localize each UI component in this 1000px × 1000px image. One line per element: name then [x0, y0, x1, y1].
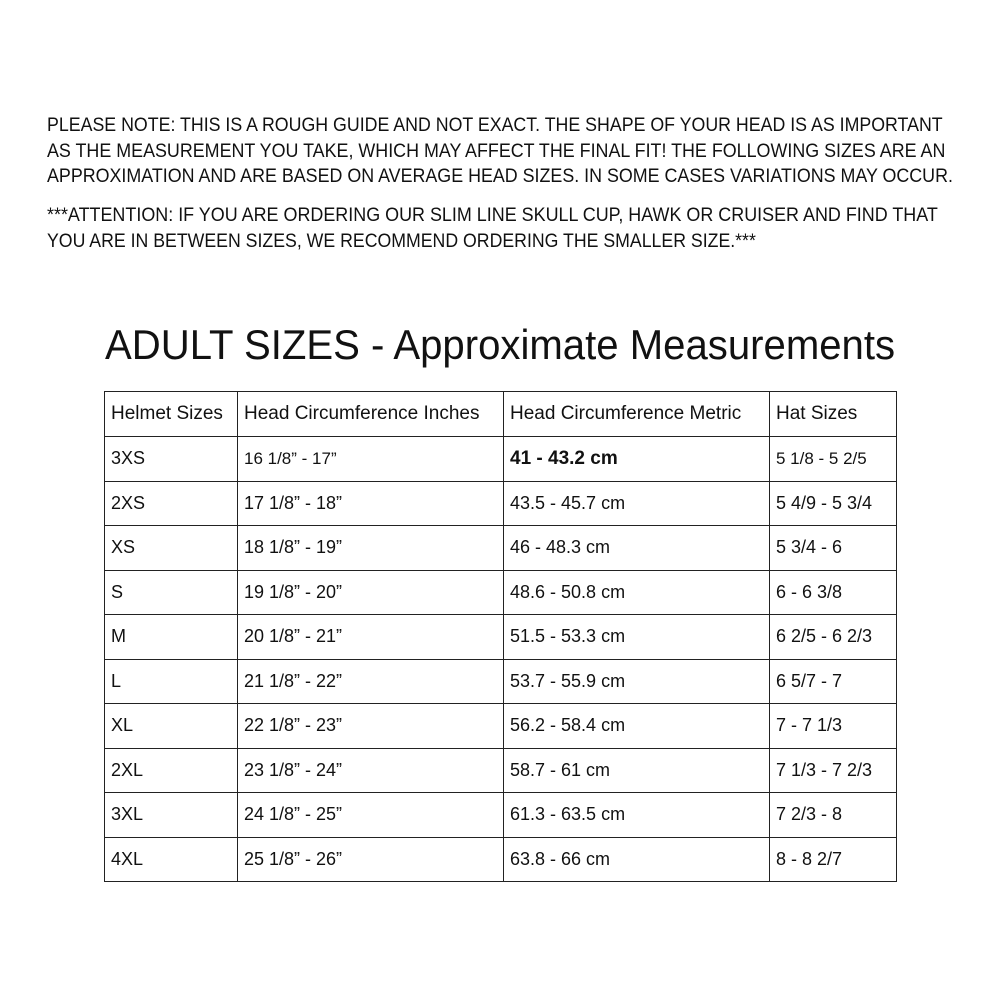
- metric-cell: 56.2 - 58.4 cm: [503, 703, 770, 749]
- metric-cell: 46 - 48.3 cm: [503, 525, 770, 571]
- metric-cell: 51.5 - 53.3 cm: [503, 614, 770, 660]
- table-row: 2XL 23 1/8” - 24” 58.7 - 61 cm 7 1/3 - 7 2/…: [104, 747, 897, 793]
- hat-size-cell: 6 - 6 3/8: [769, 569, 897, 615]
- hat-size-cell: 6 2/5 - 6 2/3: [769, 614, 897, 660]
- metric-cell: 63.8 - 66 cm: [503, 836, 770, 882]
- helmet-size-cell: XS: [104, 525, 238, 571]
- inches-cell: 18 1/8” - 19”: [237, 525, 504, 571]
- helmet-size-cell: L: [104, 658, 238, 704]
- metric-cell: 43.5 - 45.7 cm: [503, 480, 770, 526]
- table-header-row: Helmet Sizes Head Circumference Inches H…: [104, 391, 897, 437]
- helmet-size-cell: XL: [104, 703, 238, 749]
- column-header: Hat Sizes: [769, 391, 897, 437]
- hat-size-cell: 7 2/3 - 8: [769, 792, 897, 838]
- table-row: 3XL 24 1/8” - 25” 61.3 - 63.5 cm 7 2/3 - 8: [104, 792, 897, 838]
- column-header: Head Circumference Metric: [503, 391, 770, 437]
- metric-cell: 48.6 - 50.8 cm: [503, 569, 770, 615]
- inches-cell: 25 1/8” - 26”: [237, 836, 504, 882]
- hat-size-cell: 5 4/9 - 5 3/4: [769, 480, 897, 526]
- hat-size-cell: 5 1/8 - 5 2/5: [769, 436, 897, 482]
- hat-size-cell: 5 3/4 - 6: [769, 525, 897, 571]
- table-row: XS 18 1/8” - 19” 46 - 48.3 cm 5 3/4 - 6: [104, 525, 897, 571]
- inches-cell: 16 1/8” - 17”: [237, 436, 504, 482]
- table-row: 4XL 25 1/8” - 26” 63.8 - 66 cm 8 - 8 2/7: [104, 836, 897, 882]
- inches-cell: 19 1/8” - 20”: [237, 569, 504, 615]
- metric-cell: 61.3 - 63.5 cm: [503, 792, 770, 838]
- table-row: 2XS 17 1/8” - 18” 43.5 - 45.7 cm 5 4/9 - 5 …: [104, 480, 897, 526]
- table-row: XL 22 1/8” - 23” 56.2 - 58.4 cm 7 - 7 1/3: [104, 703, 897, 749]
- table-row: 3XS 16 1/8” - 17” 41 - 43.2 cm 5 1/8 - 5 2/…: [104, 436, 897, 482]
- helmet-size-cell: 2XS: [104, 480, 238, 526]
- inches-cell: 23 1/8” - 24”: [237, 747, 504, 793]
- note-line: PLEASE NOTE: THIS IS A ROUGH GUIDE AND N…: [47, 115, 943, 136]
- table-row: M 20 1/8” - 21” 51.5 - 53.3 cm 6 2/5 - 6 2/…: [104, 614, 897, 660]
- inches-cell: 24 1/8” - 25”: [237, 792, 504, 838]
- table-row: S 19 1/8” - 20” 48.6 - 50.8 cm 6 - 6 3/8: [104, 569, 897, 615]
- helmet-size-cell: M: [104, 614, 238, 660]
- note-line: APPROXIMATION AND ARE BASED ON AVERAGE H…: [47, 166, 953, 187]
- helmet-size-cell: S: [104, 569, 238, 615]
- hat-size-cell: 7 1/3 - 7 2/3: [769, 747, 897, 793]
- page-title: ADULT SIZES - Approximate Measurements: [105, 321, 896, 368]
- helmet-size-cell: 4XL: [104, 836, 238, 882]
- inches-cell: 17 1/8” - 18”: [237, 480, 504, 526]
- hat-size-cell: 6 5/7 - 7: [769, 658, 897, 704]
- metric-cell: 53.7 - 55.9 cm: [503, 658, 770, 704]
- helmet-size-cell: 3XL: [104, 792, 238, 838]
- helmet-size-cell: 2XL: [104, 747, 238, 793]
- metric-cell: 41 - 43.2 cm: [503, 436, 770, 482]
- attention-line: YOU ARE IN BETWEEN SIZES, WE RECOMMEND O…: [47, 231, 756, 252]
- inches-cell: 22 1/8” - 23”: [237, 703, 504, 749]
- size-table: Helmet Sizes Head Circumference Inches H…: [104, 391, 897, 882]
- hat-size-cell: 7 - 7 1/3: [769, 703, 897, 749]
- table-row: L 21 1/8” - 22” 53.7 - 55.9 cm 6 5/7 - 7: [104, 658, 897, 704]
- inches-cell: 21 1/8” - 22”: [237, 658, 504, 704]
- helmet-size-cell: 3XS: [104, 436, 238, 482]
- metric-cell: 58.7 - 61 cm: [503, 747, 770, 793]
- attention-line: ***ATTENTION: IF YOU ARE ORDERING OUR SL…: [47, 205, 938, 226]
- column-header: Head Circumference Inches: [237, 391, 504, 437]
- column-header: Helmet Sizes: [104, 391, 238, 437]
- inches-cell: 20 1/8” - 21”: [237, 614, 504, 660]
- note-line: AS THE MEASUREMENT YOU TAKE, WHICH MAY A…: [47, 141, 946, 162]
- hat-size-cell: 8 - 8 2/7: [769, 836, 897, 882]
